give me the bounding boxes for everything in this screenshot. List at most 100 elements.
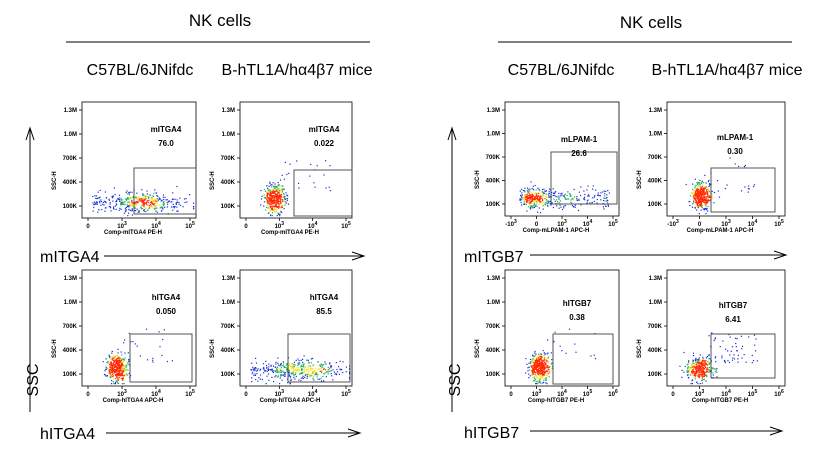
- flow-plot: 1.3M 1.0M 700K 400K 100K SSC-H -103 0 103 104 105 C…: [475, 101, 620, 234]
- y-tick-label: 400K: [63, 348, 78, 354]
- y-tick-label: 1.3M: [487, 276, 500, 282]
- x-tick-label: 0: [509, 392, 513, 398]
- y-tick-label: 1.0M: [222, 132, 235, 138]
- panel-right-ssc-label: SSC: [447, 364, 464, 397]
- right-row1-marker-arrow: [530, 250, 788, 260]
- y-axis-title: SSC-H: [475, 339, 481, 358]
- x-tick-label: 106: [608, 389, 618, 398]
- x-axis-title: Comp-hITGA4 APC-H: [260, 398, 321, 404]
- gate-rect: [710, 333, 776, 379]
- gate-percentage: 0.050: [156, 307, 177, 316]
- gate-name: hITGB7: [719, 301, 748, 310]
- x-tick-label: 0: [244, 392, 248, 398]
- x-tick-label: 105: [341, 221, 351, 230]
- y-tick-label: 400K: [486, 179, 501, 185]
- y-axis-title: SSC-H: [210, 171, 216, 190]
- y-tick-label: 1.0M: [222, 300, 235, 306]
- y-tick-label: 700K: [221, 156, 236, 162]
- right-row2-marker-label: hITGB7: [464, 425, 519, 442]
- y-tick-label: 100K: [648, 372, 663, 378]
- x-tick-label: 103: [117, 389, 127, 398]
- x-axis-title: Comp-hITGA4 APC-H: [103, 398, 164, 404]
- gate-percentage: 0.38: [569, 313, 585, 322]
- y-tick-label: 400K: [648, 348, 663, 354]
- gate-name: hITGA4: [310, 293, 339, 302]
- left-row1-marker-arrow: [104, 251, 366, 261]
- x-tick-label: -103: [667, 219, 679, 228]
- flow-plot: 1.3M 1.0M 700K 400K 100K SSC-H 0 103 104 105 Comp-…: [210, 101, 353, 236]
- gate-rect: [287, 333, 351, 383]
- y-tick-label: 1.0M: [64, 132, 77, 138]
- plot-frame: [239, 269, 353, 387]
- x-tick-label: 0: [86, 224, 90, 230]
- panel-left-ssc-arrow: [25, 126, 35, 412]
- plot-frame: [81, 269, 197, 387]
- y-tick-label: 400K: [221, 348, 236, 354]
- y-axis-title: SSC-H: [52, 339, 58, 358]
- y-tick-label: 400K: [63, 180, 78, 186]
- y-tick-label: 1.0M: [487, 132, 500, 138]
- x-axis-title: Comp-mLPAM-1 APC-H: [523, 228, 590, 234]
- y-tick-label: 1.0M: [64, 300, 77, 306]
- x-tick-label: 104: [308, 221, 318, 230]
- gate-rect: [293, 169, 353, 217]
- x-tick-label: 105: [608, 219, 618, 228]
- plot-frame: [239, 101, 353, 219]
- gate-percentage: 76.0: [158, 139, 174, 148]
- x-tick-label: 104: [583, 219, 593, 228]
- y-axis-title: SSC-H: [475, 170, 481, 189]
- panel-left-title: NK cells: [189, 11, 251, 30]
- x-tick-label: 105: [583, 389, 593, 398]
- flow-plot: 1.3M 1.0M 700K 400K 100K SSC-H 0 103 104 105 Comp-…: [52, 101, 197, 236]
- x-tick-label: 103: [117, 221, 127, 230]
- plot-frame: [666, 101, 786, 217]
- y-tick-label: 100K: [221, 372, 236, 378]
- x-tick-label: 103: [721, 219, 731, 228]
- x-tick-label: 105: [185, 221, 195, 230]
- panel-left-ssc-label: SSC: [25, 364, 42, 397]
- y-tick-label: 700K: [221, 324, 236, 330]
- gate-percentage: 6.41: [725, 315, 741, 324]
- y-axis-title: SSC-H: [52, 171, 58, 190]
- panel-left-strain-1: C57BL/6JNifdc: [87, 62, 194, 79]
- gate-name: mLPAM-1: [717, 133, 754, 142]
- y-tick-label: 700K: [63, 324, 78, 330]
- right-row1-marker-label: mITGB7: [464, 249, 524, 266]
- x-axis-title: Comp-mITGA4 PE-H: [261, 230, 319, 236]
- gate-rect: [710, 167, 776, 213]
- y-tick-label: 100K: [63, 372, 78, 378]
- y-tick-label: 100K: [486, 202, 501, 208]
- y-tick-label: 1.3M: [649, 108, 662, 114]
- y-tick-label: 700K: [486, 155, 501, 161]
- y-axis-title: SSC-H: [210, 339, 216, 358]
- x-tick-label: 0: [244, 224, 248, 230]
- left-row2-marker-arrow: [106, 428, 362, 438]
- x-tick-label: 104: [308, 389, 318, 398]
- plot-frame: [81, 101, 197, 219]
- y-tick-label: 100K: [63, 204, 78, 210]
- x-tick-label: 103: [275, 221, 285, 230]
- x-tick-label: 104: [151, 389, 161, 398]
- x-tick-label: 105: [748, 389, 758, 398]
- gate-name: hITGA4: [152, 293, 181, 302]
- y-tick-label: 100K: [648, 202, 663, 208]
- x-tick-label: 105: [341, 389, 351, 398]
- x-tick-label: 0: [698, 222, 702, 228]
- plot-frame: [504, 269, 620, 387]
- right-row2-marker-arrow: [530, 426, 784, 436]
- x-axis-title: Comp-hITGB7 PE-H: [528, 398, 584, 404]
- left-row2-marker-label: hITGA4: [40, 426, 95, 443]
- y-tick-label: 1.0M: [649, 132, 662, 138]
- y-tick-label: 1.0M: [487, 300, 500, 306]
- flow-plot: 1.3M 1.0M 700K 400K 100K SSC-H 0 103 104 105 106 Co…: [475, 269, 620, 404]
- gate-percentage: 0.022: [314, 139, 335, 148]
- y-tick-label: 1.3M: [222, 108, 235, 114]
- gate-rect: [550, 151, 618, 205]
- gate-name: mITGA4: [309, 125, 340, 134]
- flow-plot: 1.3M 1.0M 700K 400K 100K SSC-H 0 103 104 105 Comp-…: [52, 269, 197, 404]
- gate-percentage: 0.30: [727, 147, 743, 156]
- x-axis-title: Comp-hITGB7 PE-H: [692, 398, 748, 404]
- x-axis-title: Comp-mITGA4 PE-H: [104, 230, 162, 236]
- y-tick-label: 700K: [63, 156, 78, 162]
- gate-name: mITGA4: [151, 125, 182, 134]
